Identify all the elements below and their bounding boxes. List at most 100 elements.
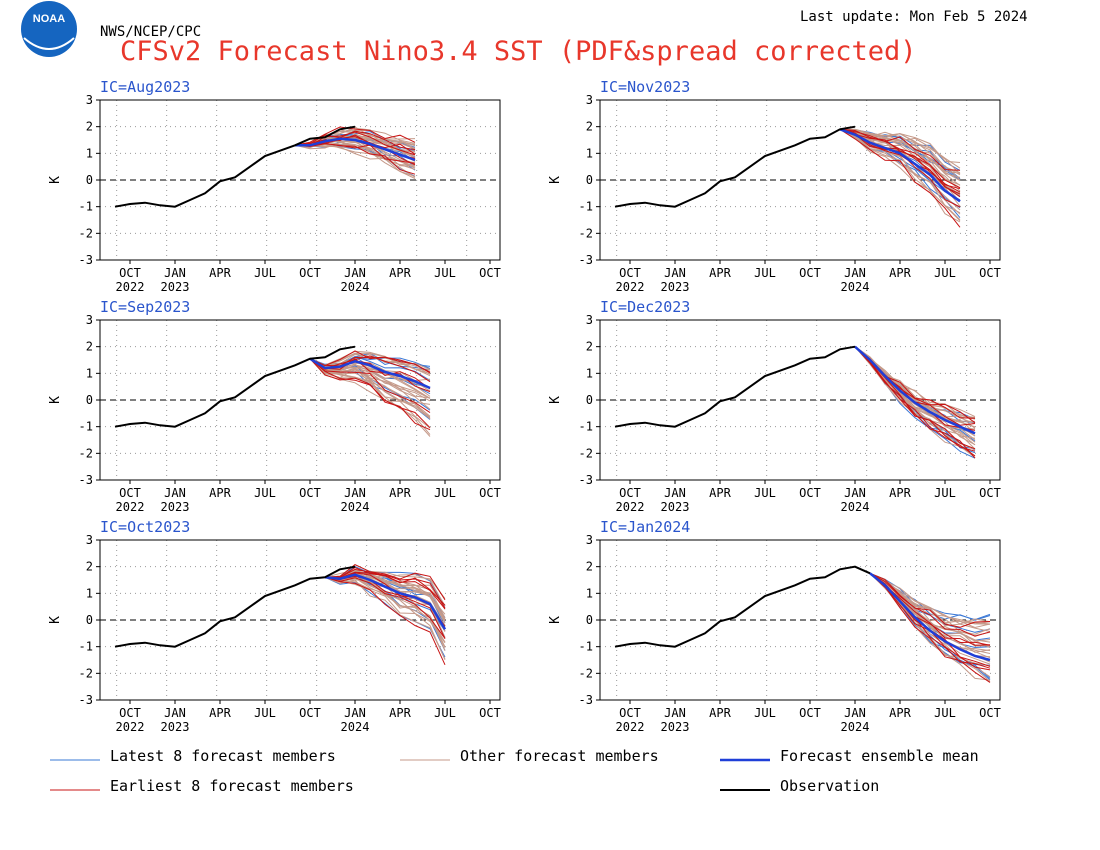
plot-frame	[599, 99, 1001, 261]
x-tick-label: OCT	[799, 486, 821, 500]
y-tick-label: 2	[86, 560, 93, 574]
panel-label: IC=Jan2024	[600, 518, 690, 536]
x-tick-label: APR	[389, 486, 411, 500]
x-tick-label: OCT	[799, 706, 821, 720]
plot-area	[614, 125, 961, 228]
x-tick-label: JAN	[664, 706, 686, 720]
x-tick-year-label: 2024	[841, 720, 870, 734]
y-tick-label: -2	[79, 226, 93, 240]
x-tick-year-label: 2024	[341, 720, 370, 734]
x-tick-label: APR	[889, 266, 911, 280]
forecast-member-latest	[869, 572, 991, 621]
forecast-member-earliest	[324, 576, 446, 639]
x-tick-label: JUL	[434, 486, 456, 500]
x-tick-label: JUL	[934, 706, 956, 720]
forecast-member-earliest	[869, 572, 991, 637]
panel-label: IC=Nov2023	[600, 78, 690, 96]
x-tick-year-label: 2022	[116, 720, 145, 734]
y-tick-label: 0	[86, 173, 93, 187]
y-axis-label: K	[48, 616, 63, 624]
y-tick-label: -1	[579, 420, 593, 434]
panel-label: IC=Oct2023	[100, 518, 190, 536]
y-tick-label: 3	[86, 313, 93, 327]
y-tick-label: 2	[86, 120, 93, 134]
plot-frame	[99, 99, 501, 261]
y-tick-label: -3	[79, 473, 93, 487]
y-tick-label: 0	[586, 393, 593, 407]
y-tick-label: -3	[79, 693, 93, 707]
forecast-member-latest	[324, 576, 446, 658]
y-tick-label: -1	[79, 200, 93, 214]
x-tick-year-label: 2024	[841, 500, 870, 514]
forecast-member-earliest	[309, 358, 431, 431]
x-tick-label: OCT	[979, 706, 1001, 720]
forecast-member-latest	[869, 572, 991, 621]
y-tick-label: -1	[579, 640, 593, 654]
x-tick-label: OCT	[299, 486, 321, 500]
forecast-member-other	[839, 128, 961, 222]
forecast-member-earliest	[869, 572, 991, 628]
y-tick-label: 1	[586, 586, 593, 600]
x-tick-label: JAN	[164, 486, 186, 500]
plot-area	[114, 125, 416, 208]
agency-label: NWS/NCEP/CPC	[100, 24, 201, 40]
forecast-member-earliest	[294, 126, 416, 146]
y-tick-label: 1	[86, 586, 93, 600]
forecast-member-other	[839, 128, 961, 181]
plot-area	[614, 345, 976, 459]
y-tick-label: 3	[86, 93, 93, 107]
y-tick-label: 1	[86, 366, 93, 380]
y-axis-label: K	[548, 396, 563, 404]
forecast-member-other	[309, 358, 431, 419]
panel-label: IC=Aug2023	[100, 78, 190, 96]
x-tick-label: JAN	[664, 266, 686, 280]
x-tick-year-label: 2023	[161, 500, 190, 514]
observation-line	[614, 125, 856, 208]
x-tick-year-label: 2024	[341, 500, 370, 514]
x-tick-label: OCT	[479, 706, 501, 720]
y-tick-label: -1	[579, 200, 593, 214]
y-tick-label: -1	[79, 640, 93, 654]
y-tick-label: -2	[79, 446, 93, 460]
x-tick-label: APR	[709, 486, 731, 500]
y-tick-label: 3	[586, 533, 593, 547]
x-tick-label: OCT	[619, 266, 641, 280]
x-tick-label: OCT	[299, 706, 321, 720]
x-tick-year-label: 2024	[341, 280, 370, 294]
forecast-member-other	[839, 128, 961, 211]
forecast-member-earliest	[309, 356, 431, 374]
x-tick-label: JAN	[164, 266, 186, 280]
legend-label-observation: Observation	[780, 777, 879, 795]
forecast-member-other	[309, 358, 431, 399]
y-axis-label: K	[48, 176, 63, 184]
forecast-member-earliest	[309, 358, 431, 414]
plot-area	[114, 345, 431, 437]
y-tick-label: -3	[79, 253, 93, 267]
x-tick-label: JAN	[664, 486, 686, 500]
x-tick-year-label: 2023	[161, 720, 190, 734]
x-tick-label: APR	[709, 266, 731, 280]
x-tick-label: JUL	[934, 266, 956, 280]
ensemble-mean-line	[309, 357, 431, 390]
ensemble-mean-line	[324, 573, 447, 630]
x-tick-label: JAN	[844, 266, 866, 280]
forecast-member-earliest	[325, 568, 446, 610]
x-tick-label: OCT	[619, 706, 641, 720]
x-tick-label: OCT	[799, 266, 821, 280]
x-tick-label: APR	[889, 706, 911, 720]
x-tick-label: APR	[389, 706, 411, 720]
y-tick-label: -1	[79, 420, 93, 434]
y-tick-label: 1	[86, 146, 93, 160]
y-tick-label: -2	[79, 666, 93, 680]
x-tick-label: JUL	[434, 706, 456, 720]
ensemble-mean-line	[839, 128, 961, 203]
y-tick-label: -3	[579, 473, 593, 487]
plot-frame	[599, 539, 1001, 701]
observation-line	[614, 345, 856, 428]
x-tick-label: JAN	[344, 706, 366, 720]
x-tick-label: OCT	[119, 706, 141, 720]
